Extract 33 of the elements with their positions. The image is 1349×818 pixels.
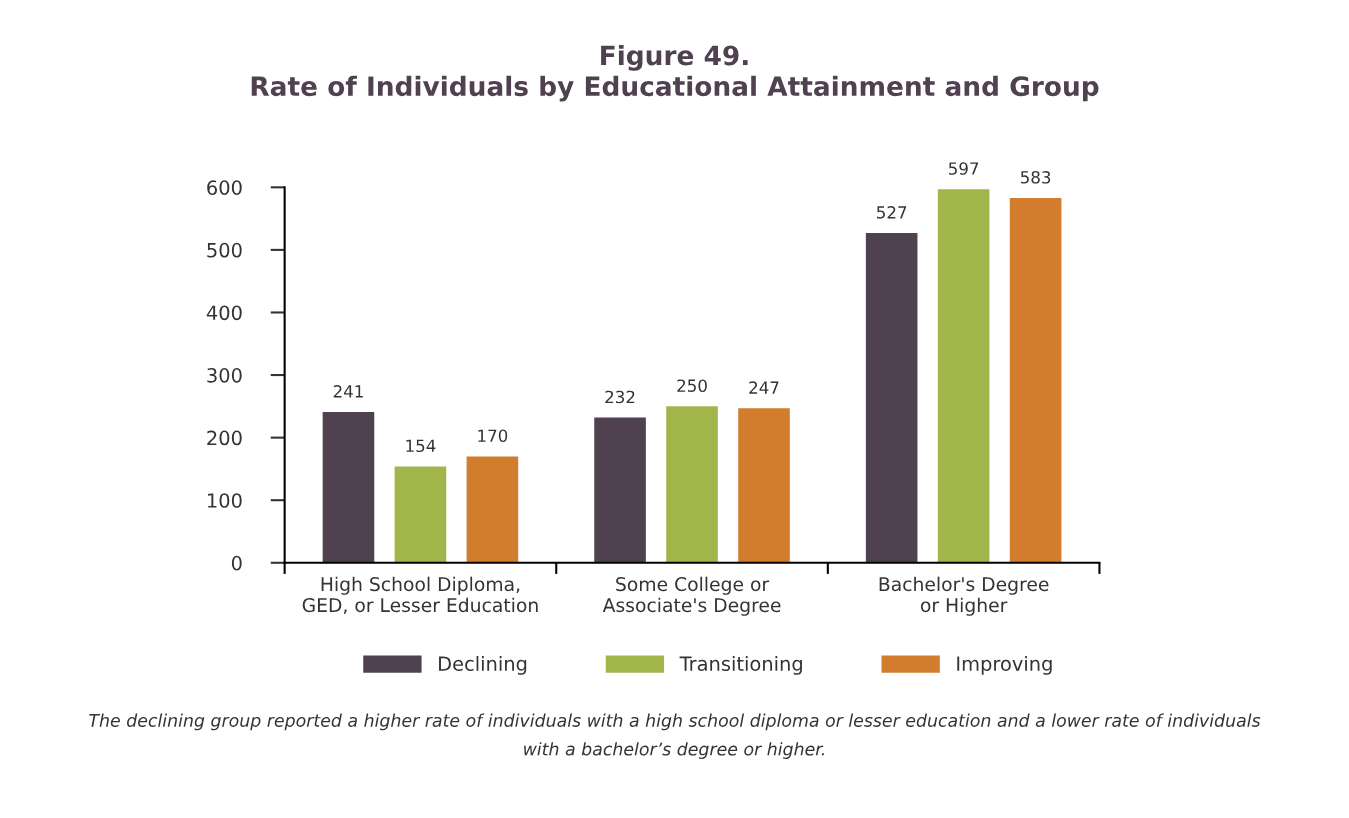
- bar: [322, 411, 375, 563]
- x-tick-label: High School Diploma, GED, or Lesser Education: [302, 576, 538, 615]
- x-tick-label: Some College or Associate's Degree: [602, 576, 781, 616]
- y-tick-label: 200: [207, 430, 242, 446]
- text: The declining group reported a higher rate of individuals with a high school diploma or lesser education and a lower rate of individuals with a bachelor’s degree or higher.: [89, 713, 1261, 759]
- data-label: 232: [605, 390, 635, 404]
- data-label: 170: [478, 429, 508, 443]
- bar: [394, 466, 447, 563]
- chart-title: Figure 49. Rate of Individuals by Educational Attainment and Group: [251, 44, 1099, 102]
- data-label: 250: [677, 379, 707, 392]
- y-tick-label: 0: [231, 555, 242, 571]
- data-label: 241: [333, 385, 363, 398]
- y-tick-label: 400: [206, 305, 242, 321]
- y-tick-label: 500: [207, 242, 242, 258]
- data-label: 583: [1020, 171, 1051, 184]
- bar: [937, 189, 990, 563]
- bar: [666, 406, 718, 563]
- y-tick-label: 300: [207, 368, 242, 383]
- data-label: 247: [749, 381, 779, 394]
- bar: [1009, 197, 1062, 563]
- bar: [865, 233, 918, 563]
- bar: [738, 408, 790, 563]
- legend-label: Transitioning: [679, 655, 802, 675]
- data-label: 597: [949, 162, 979, 175]
- x-tick-label: Bachelor's Degree or Higher: [879, 576, 1049, 616]
- bar: [466, 456, 519, 563]
- legend-label: Improving: [957, 655, 1052, 675]
- data-label: 154: [406, 439, 436, 453]
- legend-label: Declining: [439, 655, 527, 675]
- bar: [594, 417, 646, 563]
- data-label: 527: [877, 206, 907, 219]
- y-tick-label: 100: [207, 493, 242, 508]
- y-tick-label: 600: [207, 180, 242, 195]
